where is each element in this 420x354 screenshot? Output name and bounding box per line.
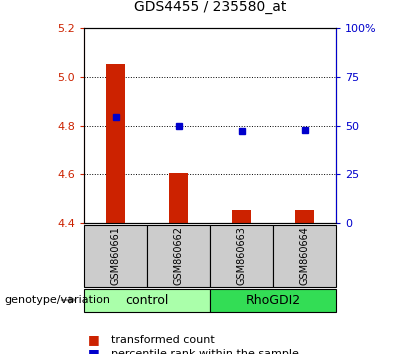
Text: GSM860662: GSM860662 — [173, 226, 184, 285]
Bar — [147, 225, 210, 287]
Text: RhoGDI2: RhoGDI2 — [245, 293, 301, 307]
Bar — [84, 225, 147, 287]
Text: percentile rank within the sample: percentile rank within the sample — [111, 349, 299, 354]
Bar — [295, 210, 314, 223]
Text: control: control — [125, 293, 169, 307]
Bar — [210, 225, 273, 287]
Text: GDS4455 / 235580_at: GDS4455 / 235580_at — [134, 0, 286, 14]
Bar — [210, 289, 336, 312]
Text: transformed count: transformed count — [111, 335, 215, 345]
Bar — [169, 173, 188, 223]
Bar — [84, 289, 210, 312]
Text: genotype/variation: genotype/variation — [4, 295, 110, 305]
Text: ■: ■ — [88, 348, 100, 354]
Text: GSM860661: GSM860661 — [110, 226, 121, 285]
Text: GSM860663: GSM860663 — [236, 226, 247, 285]
Bar — [106, 64, 125, 223]
Text: GSM860664: GSM860664 — [299, 226, 310, 285]
Text: ■: ■ — [88, 333, 100, 346]
Bar — [273, 225, 336, 287]
Bar — [232, 210, 251, 223]
